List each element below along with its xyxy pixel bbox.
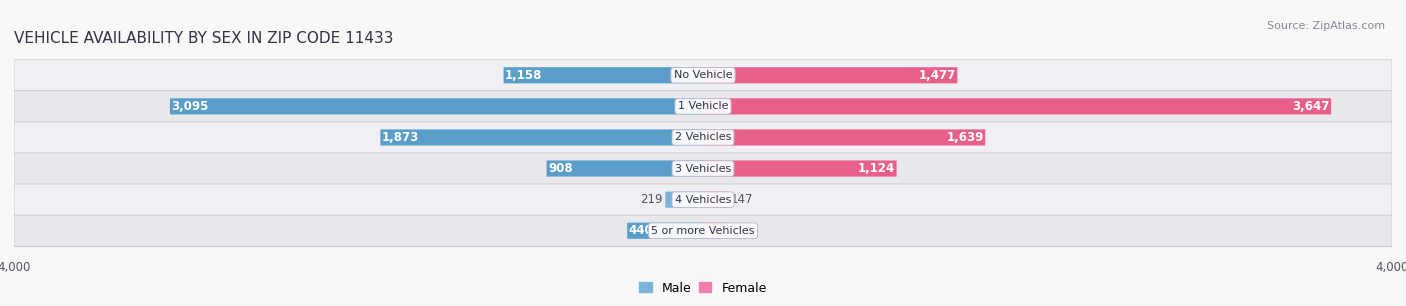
FancyBboxPatch shape	[547, 160, 703, 177]
Text: 1,873: 1,873	[382, 131, 419, 144]
Text: 1,477: 1,477	[918, 69, 956, 82]
Text: 2 Vehicles: 2 Vehicles	[675, 132, 731, 143]
FancyBboxPatch shape	[703, 98, 1331, 114]
Text: 440: 440	[628, 224, 654, 237]
Text: 1,124: 1,124	[858, 162, 896, 175]
FancyBboxPatch shape	[627, 223, 703, 239]
Text: Source: ZipAtlas.com: Source: ZipAtlas.com	[1267, 21, 1385, 32]
Text: 3 Vehicles: 3 Vehicles	[675, 163, 731, 174]
Text: 4 Vehicles: 4 Vehicles	[675, 195, 731, 205]
FancyBboxPatch shape	[703, 67, 957, 83]
Text: 219: 219	[640, 193, 662, 206]
FancyBboxPatch shape	[170, 98, 703, 114]
Text: 141: 141	[730, 224, 752, 237]
Text: 5 or more Vehicles: 5 or more Vehicles	[651, 226, 755, 236]
FancyBboxPatch shape	[14, 60, 1392, 91]
FancyBboxPatch shape	[665, 192, 703, 208]
FancyBboxPatch shape	[14, 122, 1392, 153]
FancyBboxPatch shape	[703, 192, 728, 208]
Text: 1,639: 1,639	[946, 131, 984, 144]
FancyBboxPatch shape	[503, 67, 703, 83]
Text: 1,158: 1,158	[505, 69, 543, 82]
Text: 3,647: 3,647	[1292, 100, 1330, 113]
Text: 3,095: 3,095	[172, 100, 208, 113]
Text: No Vehicle: No Vehicle	[673, 70, 733, 80]
Text: 908: 908	[548, 162, 572, 175]
FancyBboxPatch shape	[703, 223, 727, 239]
FancyBboxPatch shape	[14, 91, 1392, 122]
Legend: Male, Female: Male, Female	[634, 277, 772, 300]
FancyBboxPatch shape	[703, 129, 986, 146]
FancyBboxPatch shape	[14, 153, 1392, 184]
FancyBboxPatch shape	[14, 215, 1392, 246]
Text: 1 Vehicle: 1 Vehicle	[678, 101, 728, 111]
Text: VEHICLE AVAILABILITY BY SEX IN ZIP CODE 11433: VEHICLE AVAILABILITY BY SEX IN ZIP CODE …	[14, 31, 394, 46]
FancyBboxPatch shape	[381, 129, 703, 146]
Text: 147: 147	[731, 193, 754, 206]
FancyBboxPatch shape	[14, 184, 1392, 215]
FancyBboxPatch shape	[703, 160, 897, 177]
